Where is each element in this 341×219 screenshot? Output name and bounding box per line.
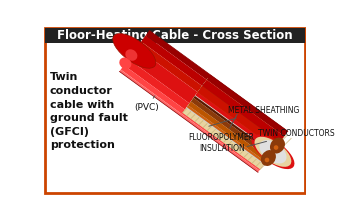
Polygon shape [202, 83, 282, 142]
Ellipse shape [254, 137, 291, 167]
FancyBboxPatch shape [45, 28, 305, 193]
Polygon shape [141, 35, 284, 142]
Text: Floor-Heating Cable - Cross Section: Floor-Heating Cable - Cross Section [57, 29, 293, 42]
Text: (PVC): (PVC) [134, 96, 159, 112]
Polygon shape [137, 42, 280, 149]
Ellipse shape [270, 138, 285, 154]
Polygon shape [197, 86, 280, 149]
Polygon shape [186, 105, 266, 164]
Ellipse shape [119, 58, 131, 69]
Polygon shape [187, 105, 266, 164]
Polygon shape [195, 88, 278, 152]
Ellipse shape [260, 140, 286, 164]
Polygon shape [202, 80, 284, 142]
Polygon shape [196, 93, 275, 151]
Ellipse shape [274, 145, 278, 150]
Polygon shape [190, 95, 273, 159]
Polygon shape [193, 96, 272, 154]
Polygon shape [183, 78, 286, 169]
Polygon shape [129, 48, 275, 160]
Ellipse shape [265, 158, 269, 162]
FancyBboxPatch shape [45, 28, 305, 43]
Ellipse shape [113, 34, 156, 68]
Text: METAL SHEATHING: METAL SHEATHING [209, 106, 299, 126]
Polygon shape [197, 89, 278, 149]
Text: Twin
conductor
cable with
ground fault
(GFCI)
protection: Twin conductor cable with ground fault (… [50, 72, 128, 150]
Polygon shape [203, 83, 282, 142]
Polygon shape [146, 30, 288, 136]
Polygon shape [207, 75, 288, 136]
Polygon shape [124, 59, 267, 166]
Text: FLUOROPOLYMER
INSULATION: FLUOROPOLYMER INSULATION [189, 114, 255, 152]
Text: TWIN CONDUCTORS: TWIN CONDUCTORS [247, 129, 335, 147]
Polygon shape [188, 102, 268, 162]
Ellipse shape [251, 134, 294, 169]
Polygon shape [200, 85, 280, 146]
Polygon shape [201, 78, 286, 145]
Polygon shape [119, 70, 260, 172]
Polygon shape [191, 98, 271, 158]
Ellipse shape [261, 150, 276, 166]
Polygon shape [186, 83, 282, 164]
Ellipse shape [125, 49, 137, 61]
Polygon shape [183, 102, 268, 169]
Polygon shape [195, 92, 275, 152]
Polygon shape [121, 65, 263, 170]
